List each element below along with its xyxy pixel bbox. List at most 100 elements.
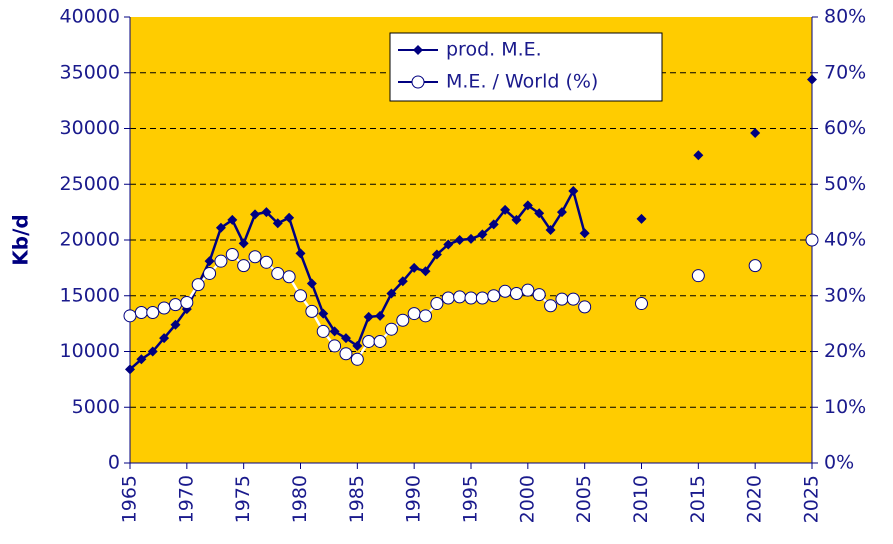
y-tick-label: 25000 bbox=[60, 173, 120, 195]
x-tick-label: 1990 bbox=[403, 475, 425, 523]
marker bbox=[227, 214, 238, 225]
marker bbox=[544, 299, 558, 313]
marker bbox=[579, 228, 590, 239]
y2-tick-label: 10% bbox=[824, 396, 866, 418]
marker bbox=[556, 207, 567, 218]
marker bbox=[328, 339, 342, 353]
marker bbox=[295, 248, 306, 259]
y-axis-label: Kb/d bbox=[9, 214, 33, 265]
marker bbox=[225, 247, 239, 261]
marker bbox=[123, 309, 137, 323]
y-tick-label: 5000 bbox=[72, 396, 120, 418]
marker bbox=[509, 287, 523, 301]
marker bbox=[807, 74, 817, 85]
marker bbox=[125, 364, 135, 375]
legend-label: M.E. / World (%) bbox=[446, 71, 598, 93]
marker bbox=[511, 214, 522, 225]
y2-tick-label: 50% bbox=[824, 173, 866, 195]
x-tick-label: 2010 bbox=[630, 475, 652, 523]
marker bbox=[407, 307, 421, 321]
marker bbox=[170, 319, 181, 330]
x-tick-label: 1975 bbox=[232, 475, 254, 523]
marker bbox=[805, 233, 819, 247]
marker bbox=[750, 127, 761, 138]
marker bbox=[430, 297, 444, 311]
marker bbox=[261, 207, 272, 218]
marker bbox=[339, 347, 353, 361]
marker bbox=[159, 333, 170, 344]
marker bbox=[545, 224, 556, 235]
marker bbox=[134, 305, 148, 319]
marker bbox=[748, 259, 762, 273]
y2-tick-label: 0% bbox=[824, 452, 854, 474]
marker bbox=[282, 270, 296, 284]
legend-marker bbox=[411, 75, 425, 89]
marker bbox=[147, 346, 158, 357]
marker bbox=[294, 289, 307, 303]
y2-tick-label: 30% bbox=[824, 284, 866, 306]
y-tick-label: 20000 bbox=[60, 229, 120, 251]
marker bbox=[443, 239, 454, 250]
marker bbox=[238, 238, 249, 249]
marker bbox=[691, 269, 705, 283]
marker bbox=[191, 278, 205, 292]
marker bbox=[329, 326, 340, 337]
marker bbox=[284, 212, 295, 223]
marker bbox=[203, 266, 217, 280]
x-tick-label: 2015 bbox=[687, 475, 709, 523]
marker bbox=[214, 254, 228, 268]
marker bbox=[237, 259, 251, 273]
marker bbox=[466, 233, 476, 244]
marker bbox=[316, 324, 330, 338]
y-tick-label: 35000 bbox=[60, 61, 120, 83]
y2-tick-label: 20% bbox=[824, 340, 866, 362]
x-tick-label: 2005 bbox=[573, 475, 595, 523]
marker bbox=[271, 266, 285, 280]
legend-box bbox=[389, 32, 663, 102]
marker bbox=[498, 284, 512, 298]
marker bbox=[215, 222, 226, 233]
marker bbox=[248, 250, 262, 264]
marker bbox=[306, 278, 317, 289]
marker bbox=[384, 322, 398, 336]
marker bbox=[464, 291, 478, 305]
marker bbox=[636, 213, 647, 224]
x-tick-label: 2000 bbox=[516, 475, 538, 523]
marker bbox=[475, 291, 489, 305]
legend-marker bbox=[413, 45, 423, 55]
marker bbox=[454, 235, 465, 245]
marker bbox=[441, 291, 455, 305]
marker bbox=[420, 266, 431, 277]
marker bbox=[305, 304, 319, 318]
marker bbox=[566, 292, 580, 306]
marker bbox=[373, 334, 387, 348]
marker bbox=[204, 256, 215, 267]
marker bbox=[386, 288, 397, 299]
marker bbox=[250, 209, 261, 220]
y2-tick-label: 80% bbox=[824, 6, 866, 28]
y-tick-label: 0 bbox=[108, 452, 120, 474]
y2-tick-label: 60% bbox=[824, 117, 866, 139]
marker bbox=[488, 219, 499, 230]
x-tick-label: 1970 bbox=[175, 475, 197, 523]
marker bbox=[362, 334, 376, 348]
marker bbox=[532, 288, 546, 302]
marker bbox=[453, 290, 467, 304]
marker bbox=[522, 200, 533, 211]
legend-label: prod. M.E. bbox=[446, 39, 542, 61]
marker bbox=[375, 310, 386, 321]
marker bbox=[168, 298, 182, 312]
marker bbox=[180, 295, 194, 309]
x-tick-label: 2020 bbox=[744, 475, 766, 523]
marker bbox=[146, 305, 160, 319]
y2-tick-label: 70% bbox=[824, 61, 866, 83]
marker bbox=[409, 262, 420, 273]
marker bbox=[555, 292, 569, 306]
marker bbox=[259, 255, 273, 269]
marker bbox=[363, 311, 374, 322]
x-tick-label: 2025 bbox=[801, 475, 823, 523]
marker bbox=[397, 276, 408, 287]
y-tick-label: 30000 bbox=[60, 117, 120, 139]
marker bbox=[157, 301, 171, 315]
